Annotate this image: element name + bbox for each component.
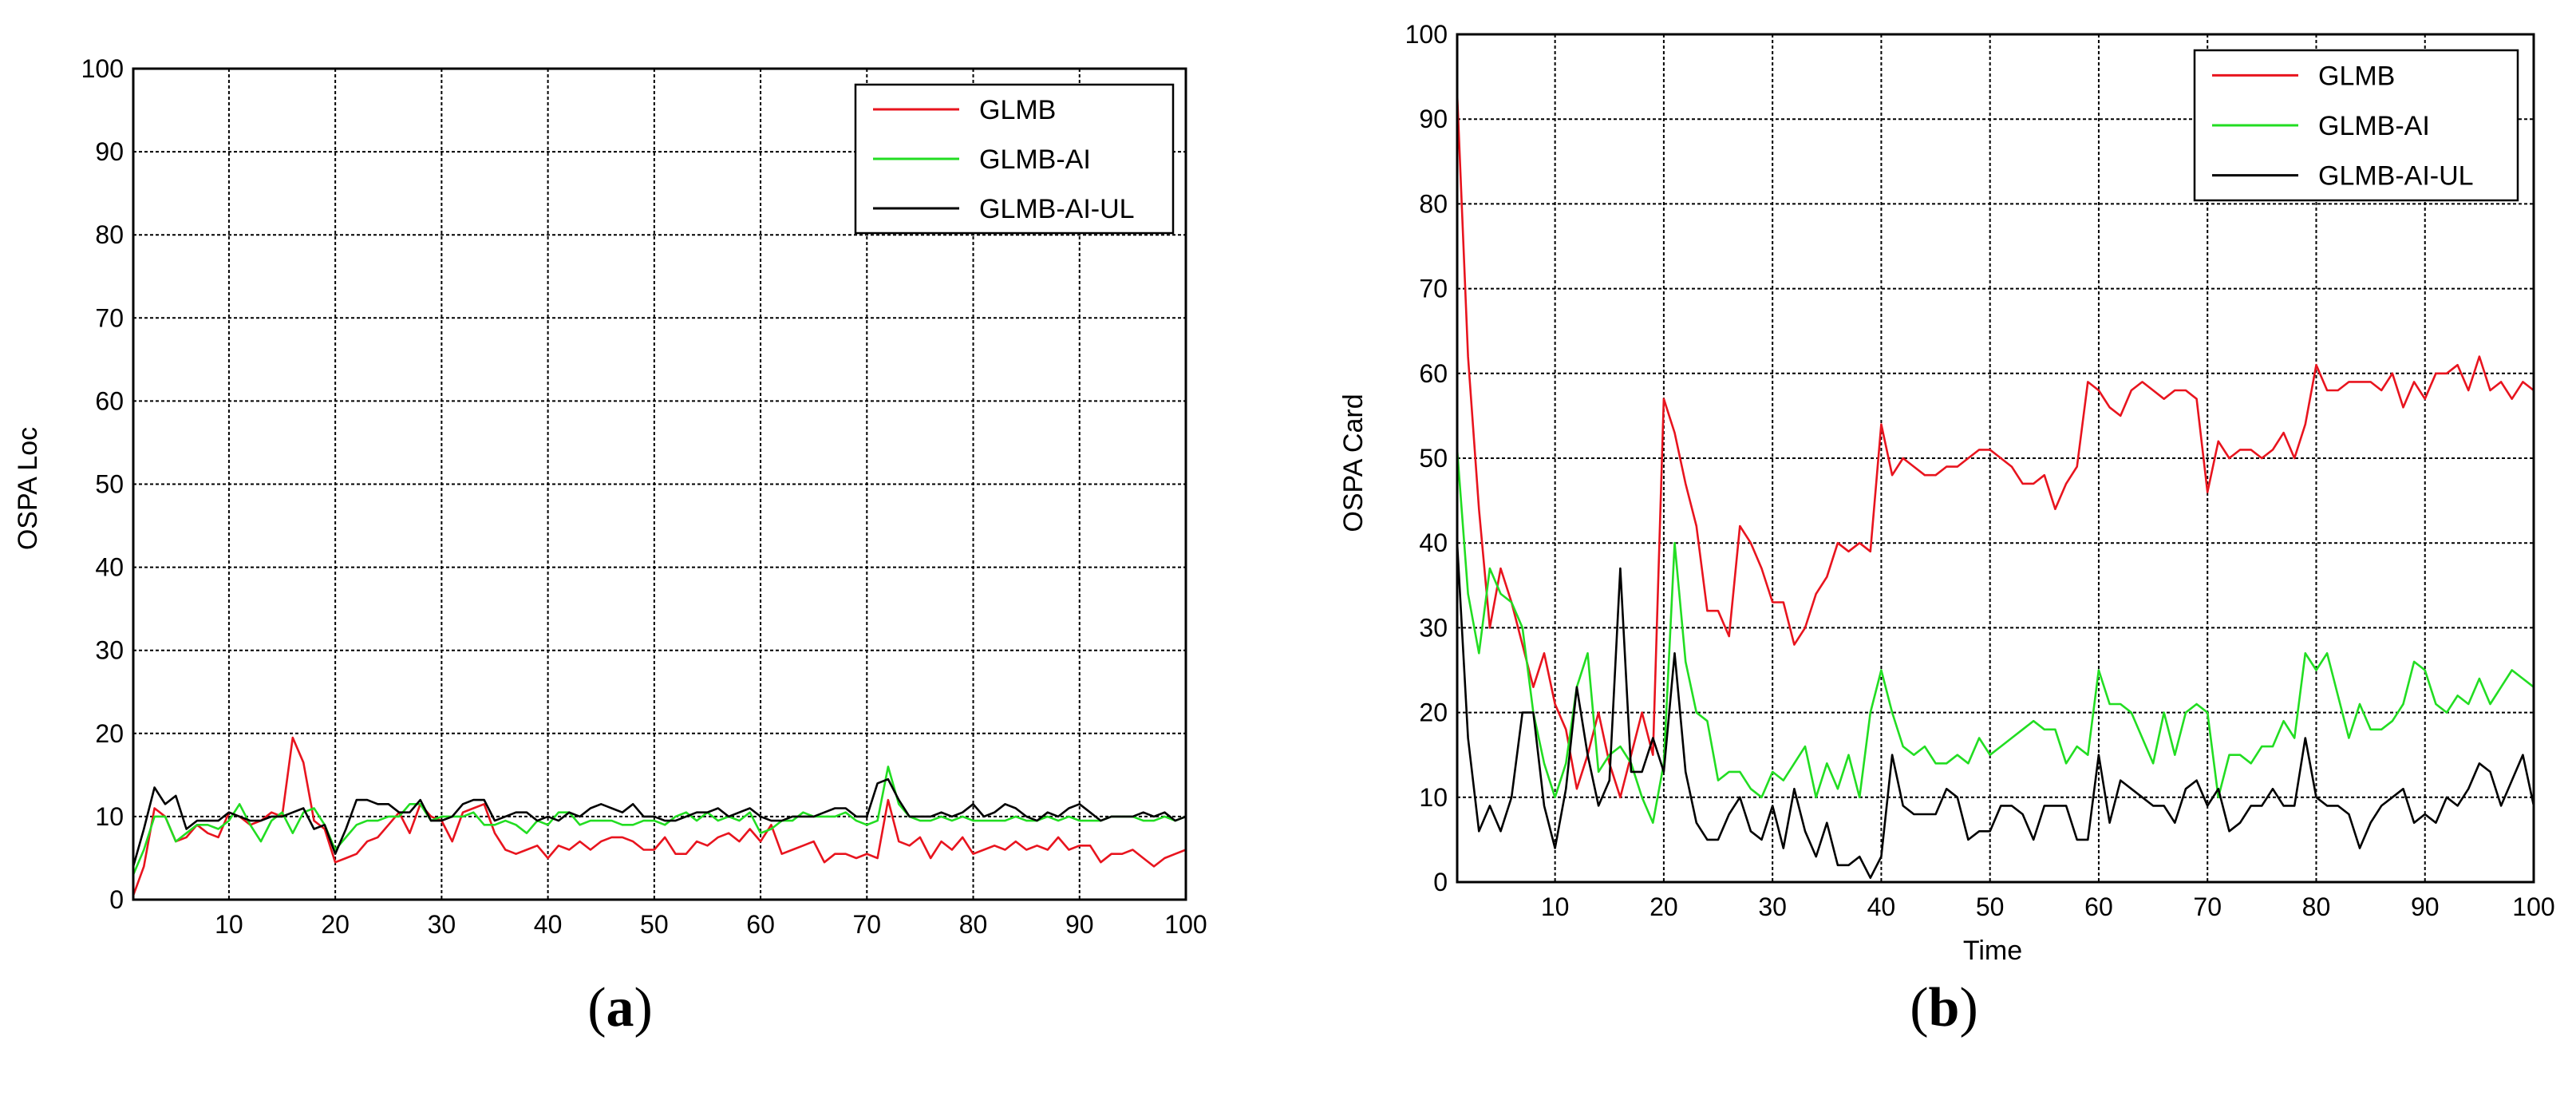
- panel-b-y-tick-label: 80: [1419, 189, 1448, 218]
- panel-b-plot-frame: [1456, 33, 2535, 884]
- panel-b-y-tick-label: 100: [1405, 20, 1448, 49]
- panel-a-x-tick-label: 30: [428, 910, 456, 939]
- panel-b-legend-label-glmb: GLMB: [2318, 61, 2395, 91]
- panel-b-plot-area: 0 10 20 30 40 50 60 70 80 90 100 10 20 30 40 50 60 70 80 90…: [1405, 20, 2555, 921]
- panel-a-y-tick-label: 50: [95, 470, 124, 499]
- panel-b-x-tick-label: 100: [2512, 892, 2554, 921]
- panel-b-y-tick-label: 20: [1419, 698, 1448, 727]
- panel-b-x-tick-label: 40: [1867, 892, 1896, 921]
- panel-a-legend: GLMB GLMB-AI GLMB-AI-UL: [854, 83, 1175, 235]
- panel-b-x-tick-label: 70: [2193, 892, 2222, 921]
- panel-b-caption: (b): [1910, 977, 1978, 1039]
- panel-b-x-tick-label: 20: [1650, 892, 1678, 921]
- panel-b-series-glmb-ai-ul: [1456, 543, 2535, 879]
- panel-b-y-tick-label: 10: [1419, 783, 1448, 812]
- panel-a-x-tick-label: 90: [1065, 910, 1094, 939]
- panel-a-x-tick-label: 80: [959, 910, 988, 939]
- panel-a-x-tick-label: 10: [215, 910, 243, 939]
- panel-a-y-tick-label: 70: [95, 303, 124, 332]
- panel-a-chart: 0 10 20 30 40 50 60 70 80 90 100 10 20 30 40 50 60 70 80 90…: [13, 54, 1207, 939]
- panel-a-y-tick-label: 90: [95, 137, 124, 166]
- panel-a-caption-letter: a: [606, 977, 634, 1039]
- panel-b-series-glmb: [1456, 93, 2535, 799]
- panel-b-y-tick-label: 30: [1419, 613, 1448, 642]
- panel-a-x-tick-label: 20: [321, 910, 350, 939]
- panel-a-y-axis-label: OSPA Loc: [13, 427, 43, 550]
- panel-a-legend-label-glmb-ai: GLMB-AI: [979, 144, 1091, 175]
- panel-b-legend-label-glmb-ai-ul: GLMB-AI-UL: [2318, 161, 2474, 192]
- panel-b-caption-letter: b: [1929, 977, 1960, 1039]
- panel-a-y-tick-label: 10: [95, 802, 124, 831]
- panel-b-x-axis-label: Time: [1963, 936, 2022, 966]
- panel-a-series-glmb-ai-ul: [132, 778, 1187, 867]
- panel-b-y-axis-label: OSPA Card: [1338, 394, 1369, 532]
- panel-a-y-tick-label: 80: [95, 220, 124, 249]
- panel-a-plot-frame: [132, 67, 1187, 901]
- panel-a-caption: (a): [587, 977, 653, 1039]
- panel-a-y-tick-label: 60: [95, 386, 124, 415]
- panel-b-y-tick-label: 40: [1419, 528, 1448, 557]
- panel-b-chart: 0 10 20 30 40 50 60 70 80 90 100 10 20 30 40 50 60 70 80 90…: [1338, 20, 2555, 966]
- panel-b-y-tick-label: 90: [1419, 105, 1448, 133]
- panel-a-series-glmb-ai: [132, 766, 1187, 876]
- panel-b-legend: GLMB GLMB-AI GLMB-AI-UL: [2193, 49, 2519, 202]
- panel-a-x-tick-label: 50: [640, 910, 669, 939]
- panel-a-plot-area: 0 10 20 30 40 50 60 70 80 90 100 10 20 30 40 50 60 70 80 90…: [81, 54, 1207, 939]
- panel-b-x-tick-label: 10: [1541, 892, 1570, 921]
- panel-b-y-tick-label: 50: [1419, 444, 1448, 473]
- panel-b-x-tick-label: 90: [2411, 892, 2440, 921]
- panel-b-x-tick-label: 50: [1976, 892, 2005, 921]
- panel-a-x-tick-label: 70: [853, 910, 882, 939]
- panel-b-y-tick-label: 0: [1433, 868, 1448, 896]
- panel-b-y-tick-label: 60: [1419, 359, 1448, 388]
- panel-b-series-glmb-ai: [1456, 449, 2535, 824]
- panel-b-y-tick-label: 70: [1419, 275, 1448, 303]
- panel-b-x-tick-label: 80: [2302, 892, 2331, 921]
- panel-b-legend-label-glmb-ai: GLMB-AI: [2318, 111, 2430, 141]
- panel-b-x-tick-label: 60: [2084, 892, 2113, 921]
- panel-a-y-tick-label: 20: [95, 719, 124, 748]
- panel-a-x-tick-label: 60: [746, 910, 775, 939]
- panel-a-y-tick-label: 0: [109, 885, 124, 914]
- panel-a-series-glmb: [132, 736, 1187, 896]
- panel-a-y-tick-label: 30: [95, 636, 124, 665]
- panel-a-legend-label-glmb: GLMB: [979, 95, 1056, 125]
- panel-a-legend-label-glmb-ai-ul: GLMB-AI-UL: [979, 194, 1135, 224]
- panel-a-y-tick-label: 100: [81, 54, 124, 83]
- panel-a-x-tick-label: 40: [534, 910, 563, 939]
- panel-a-x-tick-label: 100: [1164, 910, 1207, 939]
- panel-b-x-tick-label: 30: [1758, 892, 1787, 921]
- panel-a-y-tick-label: 40: [95, 553, 124, 582]
